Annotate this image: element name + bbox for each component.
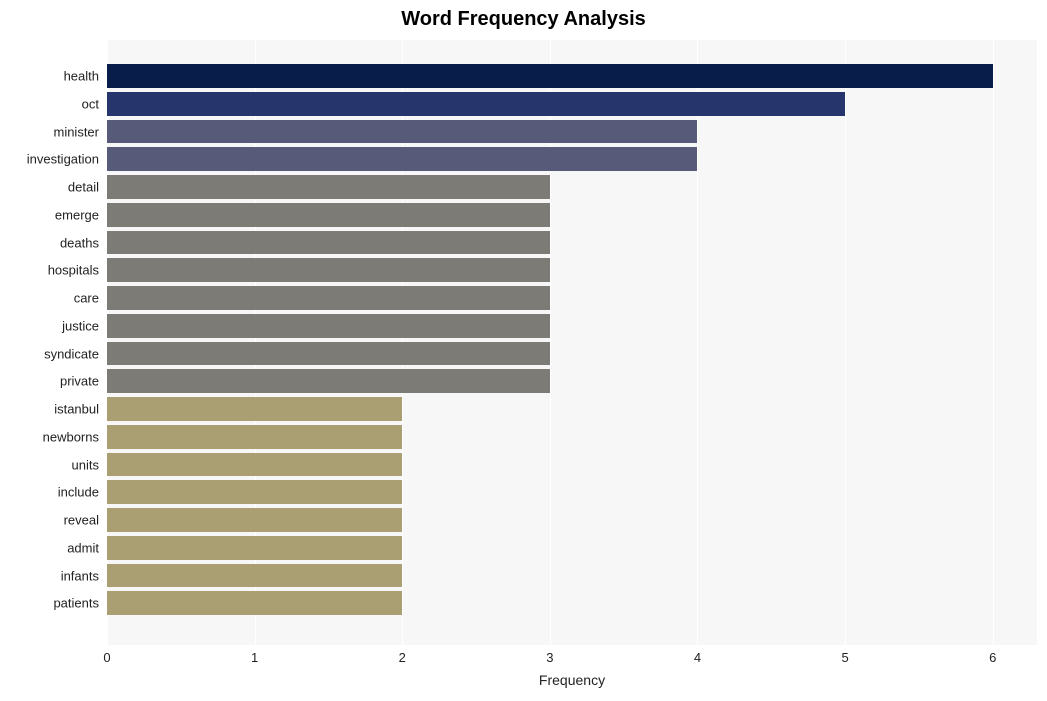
y-tick-label: hospitals <box>0 263 99 278</box>
plot-area <box>107 40 1037 645</box>
x-tick-label: 3 <box>546 650 553 665</box>
chart-container: Word Frequency Analysis Frequency health… <box>0 0 1047 701</box>
y-tick-label: minister <box>0 124 99 139</box>
bar-row <box>107 478 1037 506</box>
bar-row <box>107 312 1037 340</box>
bar <box>107 453 402 477</box>
bar-row <box>107 562 1037 590</box>
x-tick-label: 1 <box>251 650 258 665</box>
x-tick-label: 6 <box>989 650 996 665</box>
y-tick-label: istanbul <box>0 402 99 417</box>
y-tick-label: patients <box>0 596 99 611</box>
y-tick-label: reveal <box>0 513 99 528</box>
x-tick-label: 0 <box>103 650 110 665</box>
bar <box>107 369 550 393</box>
x-axis-label: Frequency <box>107 672 1037 688</box>
bar-row <box>107 395 1037 423</box>
y-tick-label: deaths <box>0 235 99 250</box>
x-tick-label: 2 <box>399 650 406 665</box>
bar-row <box>107 284 1037 312</box>
bar-row <box>107 340 1037 368</box>
bar-row <box>107 62 1037 90</box>
chart-title: Word Frequency Analysis <box>0 8 1047 31</box>
y-tick-label: private <box>0 374 99 389</box>
y-tick-label: health <box>0 69 99 84</box>
bar <box>107 203 550 227</box>
bar-row <box>107 118 1037 146</box>
bar <box>107 314 550 338</box>
bar <box>107 480 402 504</box>
y-tick-label: syndicate <box>0 346 99 361</box>
y-tick-label: oct <box>0 96 99 111</box>
bar <box>107 147 697 171</box>
bar-row <box>107 256 1037 284</box>
bar-row <box>107 90 1037 118</box>
bar <box>107 508 402 532</box>
y-tick-label: units <box>0 457 99 472</box>
bar-row <box>107 506 1037 534</box>
bar <box>107 120 697 144</box>
y-tick-label: care <box>0 291 99 306</box>
bar-row <box>107 145 1037 173</box>
bar-row <box>107 229 1037 257</box>
y-tick-label: emerge <box>0 207 99 222</box>
bar-row <box>107 201 1037 229</box>
bar <box>107 286 550 310</box>
bar <box>107 397 402 421</box>
x-tick-label: 5 <box>841 650 848 665</box>
bar <box>107 536 402 560</box>
bar <box>107 425 402 449</box>
bar <box>107 342 550 366</box>
x-tick-label: 4 <box>694 650 701 665</box>
bar-row <box>107 451 1037 479</box>
bar-row <box>107 423 1037 451</box>
y-tick-label: detail <box>0 180 99 195</box>
bar <box>107 564 402 588</box>
y-tick-label: include <box>0 485 99 500</box>
bar <box>107 231 550 255</box>
bar-row <box>107 589 1037 617</box>
y-tick-label: newborns <box>0 429 99 444</box>
y-tick-label: infants <box>0 568 99 583</box>
bar-row <box>107 367 1037 395</box>
bar <box>107 64 993 88</box>
y-tick-label: investigation <box>0 152 99 167</box>
bar-row <box>107 534 1037 562</box>
bar <box>107 258 550 282</box>
bar <box>107 591 402 615</box>
bar <box>107 175 550 199</box>
y-tick-label: admit <box>0 540 99 555</box>
bar-row <box>107 173 1037 201</box>
y-tick-label: justice <box>0 318 99 333</box>
bar <box>107 92 845 116</box>
